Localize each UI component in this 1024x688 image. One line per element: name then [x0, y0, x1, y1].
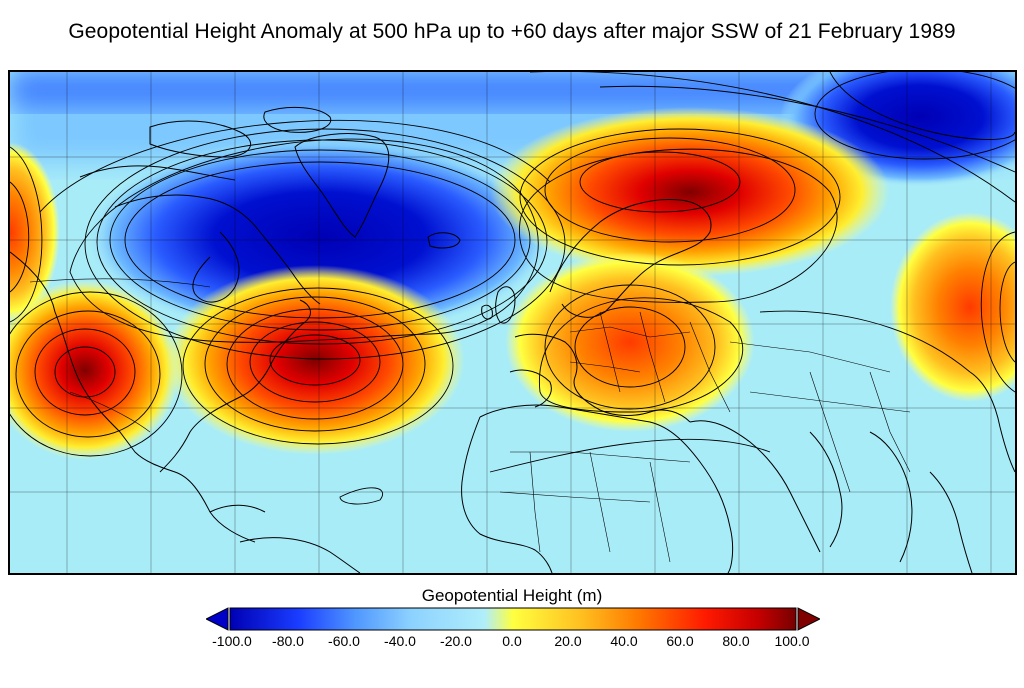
contour-lines [10, 72, 1015, 505]
north-atlantic-high [165, 265, 465, 455]
colorbar-tick: -20.0 [440, 633, 472, 649]
colorbar [206, 607, 820, 631]
colorbar-min-extend-arrow [206, 607, 229, 631]
colorbar-tick: -40.0 [384, 633, 416, 649]
pacific-edge-high [10, 142, 60, 322]
coastlines [10, 107, 1015, 573]
colorbar-tick: 0.0 [502, 633, 522, 649]
eastern-europe-high [505, 252, 755, 432]
colorbar-tick: -100.0 [212, 633, 252, 649]
colorbar-tick: 20.0 [554, 633, 582, 649]
colorbar-tick: -60.0 [328, 633, 360, 649]
colorbar-tick: 100.0 [774, 633, 810, 649]
colorbar-gradient [229, 607, 797, 631]
colorbar-max-extend-arrow [797, 607, 820, 631]
east-asia-high [890, 212, 1015, 402]
colorbar-tick: -80.0 [272, 633, 304, 649]
colorbar-tick: 60.0 [666, 633, 694, 649]
map-svg [10, 72, 1015, 573]
country-borders [29, 278, 911, 563]
scandinavia-russia-high [490, 107, 890, 277]
colorbar-label: Geopotential Height (m) [421, 586, 603, 605]
chart-title: Geopotential Height Anomaly at 500 hPa u… [68, 20, 956, 43]
colorbar-tick: 80.0 [722, 633, 750, 649]
anomaly-field [10, 72, 1015, 573]
western-north-america-high [10, 280, 180, 460]
greenland-low [85, 137, 555, 337]
map-panel [8, 70, 1017, 575]
colorbar-tick: 40.0 [610, 633, 638, 649]
